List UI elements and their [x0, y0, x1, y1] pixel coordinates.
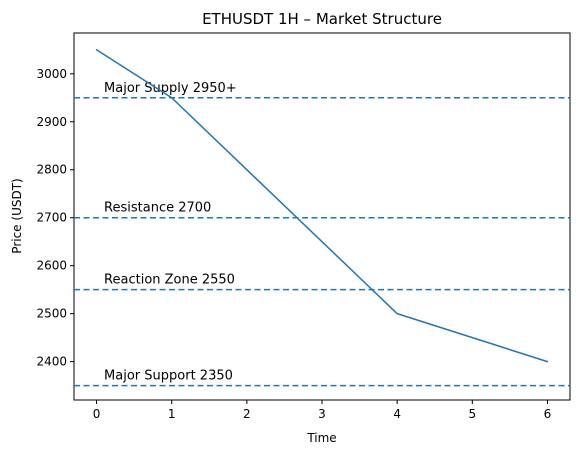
level-annotation: Reaction Zone 2550 [104, 273, 235, 288]
x-tick-label: 6 [544, 407, 552, 421]
x-tick-label: 1 [168, 407, 176, 421]
chart-title: ETHUSDT 1H – Market Structure [202, 10, 442, 28]
x-tick-label: 0 [93, 407, 101, 421]
level-annotation: Major Support 2350 [104, 369, 233, 384]
x-axis: 0 1 2 3 4 5 6 [93, 400, 552, 421]
x-tick-label: 2 [243, 407, 251, 421]
x-axis-label: Time [306, 431, 336, 445]
x-tick-label: 5 [468, 407, 476, 421]
y-tick-label: 2400 [36, 355, 67, 369]
level-annotation: Resistance 2700 [104, 201, 211, 216]
y-tick-label: 2700 [36, 211, 67, 225]
levels-layer: Major Supply 2950+ Resistance 2700 Reactio… [74, 81, 570, 387]
y-tick-label: 2900 [36, 115, 67, 129]
y-tick-label: 2500 [36, 307, 67, 321]
y-tick-label: 2800 [36, 163, 67, 177]
price-series-line [95, 49, 549, 363]
y-axis: 2400 2500 2600 2700 2800 2900 3000 [36, 67, 74, 369]
y-tick-label: 2600 [36, 259, 67, 273]
x-tick-label: 4 [393, 407, 401, 421]
y-axis-label: Price (USDT) [10, 178, 24, 253]
series-layer [95, 49, 549, 363]
x-tick-label: 3 [318, 407, 326, 421]
level-annotation: Major Supply 2950+ [104, 81, 237, 96]
plot-area: Major Supply 2950+ Resistance 2700 Reactio… [73, 32, 571, 401]
y-tick-label: 3000 [36, 67, 67, 81]
